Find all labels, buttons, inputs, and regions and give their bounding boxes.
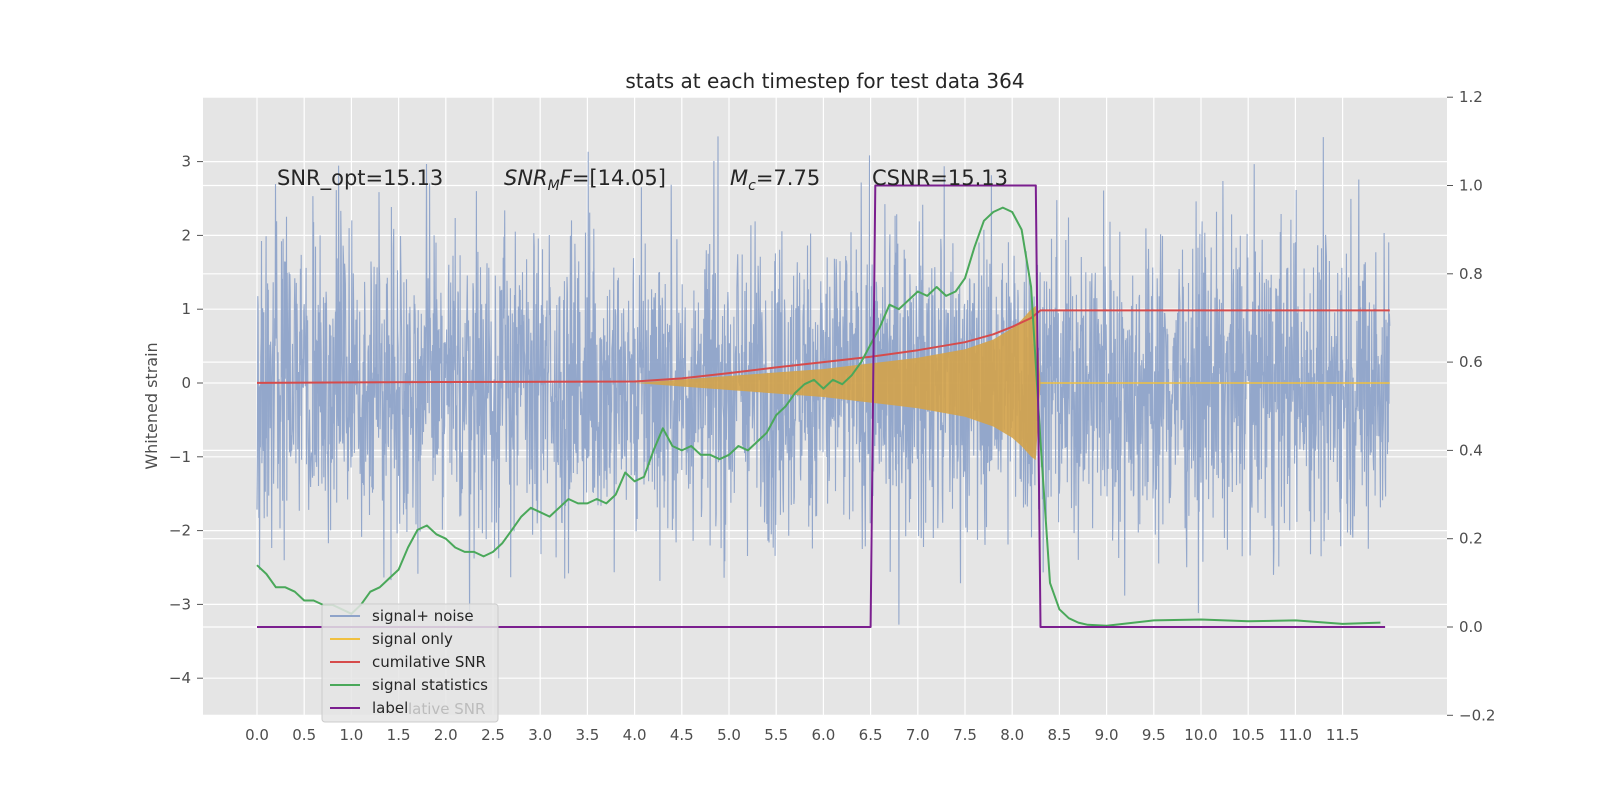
annotation-mc-rest: =7.75 — [756, 166, 820, 190]
x-tick-label: 9.5 — [1142, 726, 1166, 744]
y-axis-ticks: 3 2 1 0 −1 −2 −3 −4 — [169, 153, 203, 687]
x-axis-ticks: 0.0 0.5 1.0 1.5 2.0 2.5 3.0 3.5 4.0 4.5 5.0 5.5 6.0 6… — [245, 726, 1359, 744]
y2-axis-ticks: 1.2 1.0 0.8 0.6 0.4 0.2 0.0 −0.2 — [1447, 88, 1495, 724]
annotation-mc: Mc=7.75 — [730, 166, 820, 194]
x-tick-label: 9.0 — [1095, 726, 1119, 744]
y2-tick-label: 0.2 — [1459, 530, 1483, 548]
y-tick-label: 1 — [181, 300, 191, 318]
x-tick-label: 7.5 — [953, 726, 977, 744]
annotation-csnr: CSNR=15.13 — [872, 166, 1008, 190]
x-tick-label: 5.5 — [764, 726, 788, 744]
x-tick-label: 6.5 — [859, 726, 883, 744]
annotation-snr-mf-sub: M — [548, 178, 560, 194]
legend-label: label — [372, 699, 408, 717]
x-tick-label: 11.5 — [1326, 726, 1359, 744]
y2-tick-label: 1.0 — [1459, 177, 1483, 195]
x-tick-label: 8.5 — [1047, 726, 1071, 744]
y-tick-label: 3 — [181, 153, 191, 171]
y2-tick-label: 0.8 — [1459, 265, 1483, 283]
x-tick-label: 2.5 — [481, 726, 505, 744]
x-tick-label: 3.0 — [528, 726, 552, 744]
y2-tick-label: 0.0 — [1459, 618, 1483, 636]
x-tick-label: 3.5 — [575, 726, 599, 744]
legend-items: signal+ noise signal only cumilative SNR si… — [330, 607, 488, 717]
series-label — [257, 184, 1386, 628]
y-tick-label: 2 — [181, 226, 191, 244]
x-tick-label: 1.0 — [339, 726, 363, 744]
series-signal-noise — [256, 136, 1391, 625]
y-tick-label: −4 — [169, 669, 191, 687]
y-tick-label: −1 — [169, 448, 191, 466]
annotation-snr-opt: SNR_opt=15.13 — [277, 166, 443, 191]
y-tick-label: 0 — [181, 374, 191, 392]
legend-ghost-text: lative SNR — [408, 700, 485, 718]
x-tick-label: 10.5 — [1231, 726, 1264, 744]
series-layer — [256, 136, 1391, 628]
y2-tick-label: 1.2 — [1459, 88, 1483, 106]
annotation-snr-mf: SNRMF=[14.05] — [504, 166, 666, 194]
chart-title: stats at each timestep for test data 364 — [625, 69, 1024, 93]
y2-tick-label: 0.4 — [1459, 441, 1483, 459]
x-tick-label: 4.0 — [623, 726, 647, 744]
y2-tick-label: 0.6 — [1459, 353, 1483, 371]
legend-label: signal+ noise — [372, 607, 474, 625]
x-tick-label: 4.5 — [670, 726, 694, 744]
legend: lative SNR signal+ noise signal only cumil… — [321, 603, 499, 723]
x-tick-label: 11.0 — [1279, 726, 1312, 744]
legend-label: cumilative SNR — [372, 653, 486, 671]
series-cumilative-snr — [256, 309, 1390, 384]
x-tick-label: 0.5 — [292, 726, 316, 744]
annotation-mc-sub: c — [748, 178, 756, 194]
x-tick-label: 6.0 — [811, 726, 835, 744]
annotation-snr-mf-main: SNR — [504, 166, 548, 190]
y-axis-label: Whitened strain — [142, 342, 161, 469]
x-tick-label: 7.0 — [906, 726, 930, 744]
x-tick-label: 8.0 — [1000, 726, 1024, 744]
y-tick-label: −3 — [169, 595, 191, 613]
x-tick-label: 1.5 — [387, 726, 411, 744]
x-tick-label: 5.0 — [717, 726, 741, 744]
legend-label: signal only — [372, 630, 453, 648]
legend-label: signal statistics — [372, 676, 488, 694]
series-signal-only — [257, 305, 1390, 461]
legend-box — [321, 603, 499, 723]
y2-tick-label: −0.2 — [1459, 706, 1495, 724]
x-tick-label: 10.0 — [1184, 726, 1217, 744]
annotation-snr-mf-rest: =[14.05] — [572, 166, 666, 190]
series-signal-statistics — [256, 206, 1381, 627]
x-tick-label: 0.0 — [245, 726, 269, 744]
y-tick-label: −2 — [169, 522, 191, 540]
annotation-mc-main: M — [730, 166, 748, 190]
annotation-snr-mf-rest-f: F — [560, 166, 573, 190]
x-tick-label: 2.0 — [434, 726, 458, 744]
annotations: SNR_opt=15.13 SNRMF=[14.05] Mc=7.75 CSNR… — [277, 166, 1008, 194]
